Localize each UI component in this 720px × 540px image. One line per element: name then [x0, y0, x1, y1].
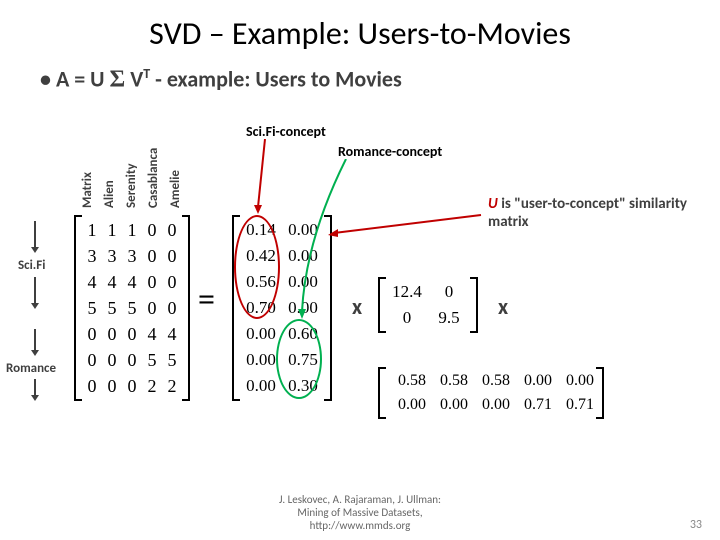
u-note-u: U: [488, 195, 498, 213]
slide-title: SVD – Example: Users-to-Movies: [0, 0, 720, 53]
matrix-cell: 0.00: [512, 369, 554, 393]
cite-l3: http://www.mmds.org: [310, 519, 411, 532]
main-area: Matrix Alien Serenity Casablanca Amelie …: [0, 103, 720, 443]
times-1: x: [352, 293, 362, 320]
bullet-a: A = U: [56, 65, 110, 92]
romance-arrow: [34, 329, 36, 354]
matrix-cell: 5: [142, 347, 162, 373]
matrix-cell: 0: [82, 347, 102, 373]
matrix-cell: 0: [142, 269, 162, 295]
matrix-cell: 2: [142, 373, 162, 399]
cite-l2: Mining of Massive Datasets,: [297, 506, 422, 519]
scifi-arrow2: [34, 277, 36, 307]
matrix-cell: 0: [386, 305, 428, 331]
equals-sign: =: [198, 283, 215, 317]
matrix-cell: 0: [122, 321, 142, 347]
matrix-cell: 0: [122, 373, 142, 399]
matrix-cell: 4: [122, 269, 142, 295]
bullet-line: • A = U Σ VT - example: Users to Movies: [40, 65, 720, 93]
matrix-cell: 0.58: [470, 369, 512, 393]
matrix-cell: 4: [142, 321, 162, 347]
matrix-cell: 0: [162, 243, 182, 269]
matrix-cell: 4: [82, 269, 102, 295]
u-note-rest: is "user-to-concept" similarity matrix: [488, 195, 687, 231]
matrix-cell: 1: [82, 217, 102, 243]
movie-label: Matrix: [80, 133, 95, 208]
matrix-cell: 5: [82, 295, 102, 321]
movie-labels: Matrix Alien Serenity Casablanca Amelie: [80, 133, 183, 208]
romance-label: Romance: [6, 361, 56, 376]
matrix-cell: 0: [428, 279, 470, 305]
matrix-cell: 4: [102, 269, 122, 295]
matrix-cell: 0: [102, 373, 122, 399]
matrix-cell: 5: [122, 295, 142, 321]
movie-label: Alien: [102, 133, 117, 208]
matrix-cell: 0.71: [554, 393, 596, 417]
bullet-rest: - example: Users to Movies: [150, 65, 402, 92]
romance-concept-label: Romance-concept: [338, 143, 442, 160]
page-number: 33: [690, 518, 702, 532]
matrix-cell: 0: [82, 373, 102, 399]
movie-label: Casablanca: [146, 133, 161, 208]
matrix-cell: 0: [82, 321, 102, 347]
scifi-concept-label: Sci.Fi-concept: [246, 123, 326, 140]
matrix-cell: 0.00: [470, 393, 512, 417]
matrix-cell: 5: [102, 295, 122, 321]
matrix-cell: 0: [162, 269, 182, 295]
matrix-cell: 0.00: [240, 373, 282, 399]
matrix-cell: 0: [102, 321, 122, 347]
matrix-cell: 0.00: [386, 393, 428, 417]
matrix-cell: 0: [162, 295, 182, 321]
matrix-cell: 0.00: [240, 321, 282, 347]
matrix-cell: 3: [122, 243, 142, 269]
matrix-cell: 0: [142, 243, 162, 269]
matrix-cell: 2: [162, 373, 182, 399]
romance-ellipse: [276, 319, 322, 399]
bullet-v: V: [125, 65, 143, 92]
cite-l1: J. Leskovec, A. Rajaraman, J. Ullman:: [279, 493, 441, 506]
scifi-ellipse: [234, 215, 280, 319]
movie-label: Serenity: [124, 133, 139, 208]
times-2: x: [498, 293, 508, 320]
matrix-cell: 0: [162, 217, 182, 243]
matrix-cell: 5: [162, 347, 182, 373]
scifi-concept-arrow: [250, 139, 280, 215]
romance-arrow2: [34, 379, 36, 399]
matrix-cell: 1: [122, 217, 142, 243]
bullet-prefix: •: [40, 65, 56, 92]
matrix-cell: 0: [142, 295, 162, 321]
u-note-arrow: [326, 211, 486, 241]
matrix-cell: 1: [102, 217, 122, 243]
matrix-cell: 0.58: [428, 369, 470, 393]
movie-label: Amelie: [168, 133, 183, 208]
scifi-arrow: [34, 221, 36, 251]
matrix-cell: 9.5: [428, 305, 470, 331]
matrix-cell: 4: [162, 321, 182, 347]
scifi-label: Sci.Fi: [18, 258, 45, 273]
matrix-vt: 0.580.580.580.000.000.000.000.000.710.71: [378, 367, 604, 419]
sigma-symbol: Σ: [110, 66, 126, 92]
matrix-cell: 0.00: [428, 393, 470, 417]
citation: J. Leskovec, A. Rajaraman, J. Ullman: Mi…: [0, 493, 720, 532]
matrix-cell: 3: [102, 243, 122, 269]
u-note: U is "user-to-concept" similarity matrix: [488, 195, 698, 231]
matrix-a: 11100333004440055500000440005500022: [74, 215, 190, 401]
matrix-cell: 0.00: [554, 369, 596, 393]
matrix-cell: 0: [122, 347, 142, 373]
matrix-sigma: 12.4009.5: [378, 277, 478, 333]
matrix-cell: 3: [82, 243, 102, 269]
matrix-cell: 12.4: [386, 279, 428, 305]
matrix-cell: 0: [142, 217, 162, 243]
matrix-cell: 0: [102, 347, 122, 373]
matrix-cell: 0.58: [386, 369, 428, 393]
matrix-cell: 0.71: [512, 393, 554, 417]
